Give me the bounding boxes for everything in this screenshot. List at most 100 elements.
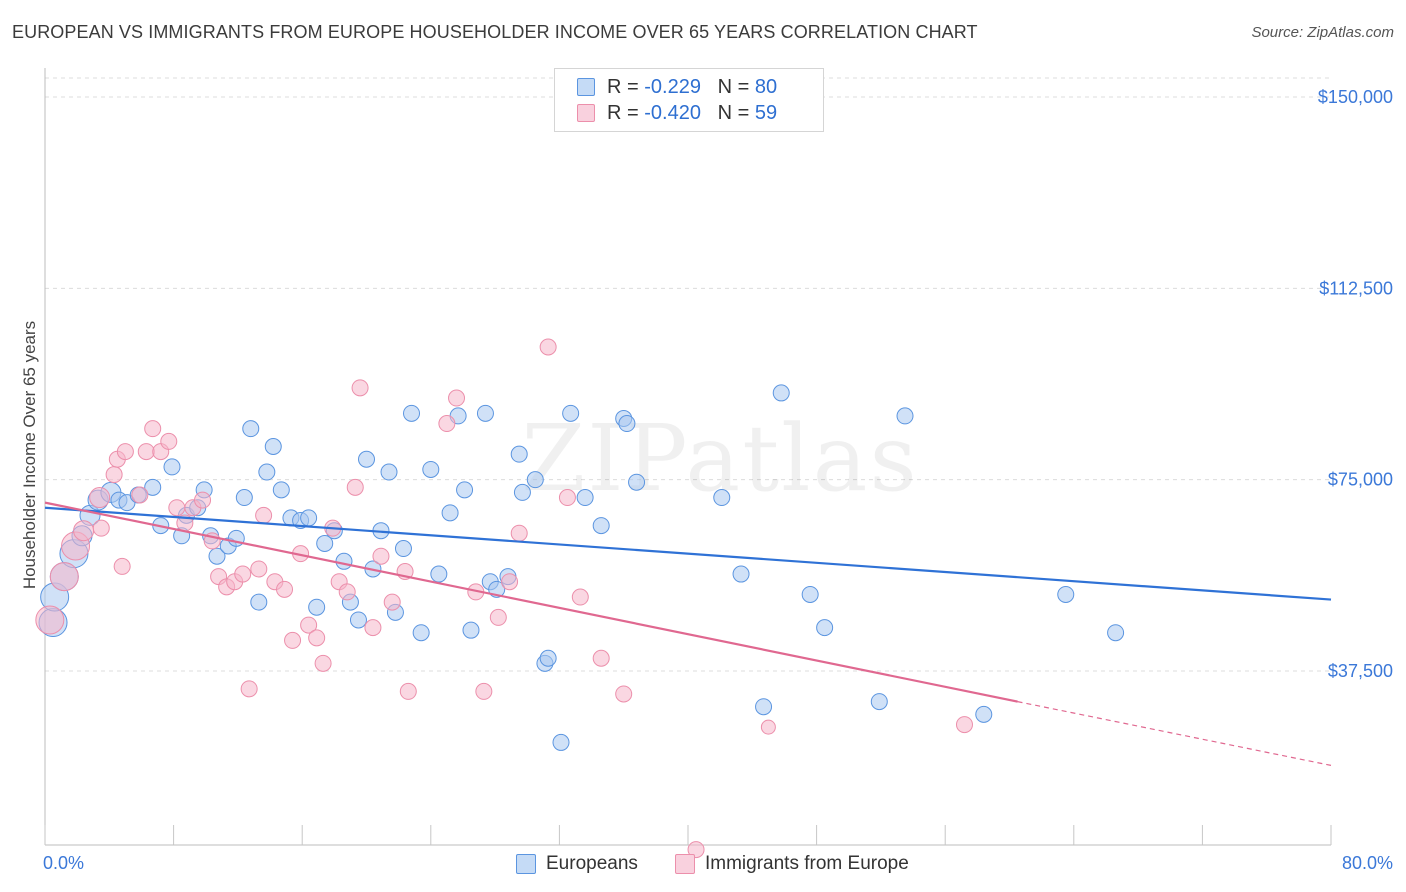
point-europeans: [713, 489, 731, 507]
point-europeans: [510, 445, 528, 463]
point-europeans: [242, 420, 260, 438]
point-europeans: [208, 547, 226, 565]
point-immigrants: [571, 588, 589, 606]
point-europeans: [394, 540, 412, 558]
point-immigrants: [539, 338, 557, 356]
point-immigrants: [255, 506, 273, 524]
legend-r-value: -0.420: [644, 101, 701, 124]
legend-r-value: -0.229: [644, 75, 701, 98]
point-europeans: [403, 404, 421, 422]
point-immigrants: [35, 605, 65, 635]
point-europeans: [235, 489, 253, 507]
bottom-legend-swatch-immigrants: [675, 854, 695, 874]
point-immigrants: [615, 685, 633, 703]
legend-n-label: N =: [717, 101, 750, 124]
point-immigrants: [364, 619, 382, 637]
legend-r-label: R =: [607, 101, 639, 124]
point-immigrants: [144, 420, 162, 438]
point-europeans: [552, 733, 570, 751]
point-immigrants: [351, 379, 369, 397]
legend-row-immigrants: R = -0.420 N = 59: [577, 101, 777, 125]
point-europeans: [732, 565, 750, 583]
trend-line-immigrants-extension: [1017, 701, 1332, 766]
point-europeans: [755, 698, 773, 716]
point-immigrants: [194, 491, 212, 509]
y-tick-label: $75,000: [1328, 470, 1393, 490]
point-immigrants: [308, 629, 326, 647]
point-europeans: [562, 404, 580, 422]
point-immigrants: [510, 524, 528, 542]
legend-swatch-europeans: [577, 78, 595, 96]
point-europeans: [316, 534, 334, 552]
x-tick-label-max: 80.0%: [1342, 853, 1393, 873]
point-immigrants: [438, 415, 456, 433]
legend-n-value: 59: [754, 101, 778, 124]
point-immigrants: [89, 487, 111, 509]
point-europeans: [576, 489, 594, 507]
chart-title: EUROPEAN VS IMMIGRANTS FROM EUROPE HOUSE…: [12, 22, 978, 42]
trend-line-immigrants: [44, 501, 1018, 703]
bottom-legend-swatch-europeans: [516, 854, 536, 874]
point-europeans: [628, 473, 646, 491]
legend-n-label: N =: [717, 75, 750, 98]
point-immigrants: [92, 519, 110, 537]
point-europeans: [380, 463, 398, 481]
point-europeans: [1107, 624, 1125, 642]
legend-r-label: R =: [607, 75, 639, 98]
bottom-legend-label-immigrants: Immigrants from Europe: [705, 853, 909, 874]
point-europeans: [462, 621, 480, 639]
point-immigrants: [501, 573, 519, 591]
point-europeans: [526, 471, 544, 489]
point-europeans: [441, 504, 459, 522]
point-europeans: [144, 478, 162, 496]
point-europeans: [801, 585, 819, 603]
point-europeans: [772, 384, 790, 402]
point-immigrants: [137, 443, 155, 461]
point-europeans: [618, 415, 636, 433]
point-immigrants: [116, 443, 134, 461]
point-immigrants: [300, 616, 318, 634]
point-immigrants: [372, 547, 390, 565]
point-immigrants: [475, 682, 493, 700]
point-europeans: [349, 611, 367, 629]
point-immigrants: [73, 520, 95, 542]
point-europeans: [430, 565, 448, 583]
point-immigrants: [131, 486, 149, 504]
point-europeans: [358, 450, 375, 468]
point-immigrants: [49, 562, 79, 592]
point-europeans: [422, 460, 440, 478]
point-europeans: [896, 407, 914, 425]
point-europeans: [412, 624, 430, 642]
point-immigrants: [448, 389, 466, 407]
point-europeans: [456, 481, 474, 499]
point-immigrants: [113, 557, 131, 575]
point-europeans: [300, 509, 318, 527]
point-europeans: [870, 693, 888, 711]
point-europeans: [335, 552, 353, 570]
legend-row-europeans: R = -0.229 N = 80: [577, 75, 777, 99]
point-immigrants: [346, 478, 364, 496]
point-immigrants: [383, 593, 401, 611]
point-immigrants: [687, 841, 705, 859]
legend-swatch-immigrants: [577, 104, 595, 122]
y-tick-label: $112,500: [1319, 278, 1393, 298]
point-immigrants: [592, 649, 610, 667]
point-europeans: [163, 458, 181, 476]
point-europeans: [539, 649, 557, 667]
point-europeans: [592, 517, 610, 535]
point-immigrants: [399, 682, 417, 700]
point-immigrants: [240, 680, 258, 698]
point-europeans: [513, 483, 531, 501]
bottom-legend-europeans: Europeans: [516, 852, 638, 876]
point-immigrants: [955, 716, 973, 734]
point-europeans: [250, 593, 268, 611]
point-immigrants: [234, 565, 252, 583]
point-immigrants: [760, 719, 776, 735]
point-europeans: [816, 619, 834, 637]
point-immigrants: [250, 560, 268, 578]
point-immigrants: [276, 580, 294, 598]
point-europeans: [264, 438, 282, 456]
trend-line-europeans: [44, 506, 1332, 601]
point-europeans: [476, 404, 494, 422]
